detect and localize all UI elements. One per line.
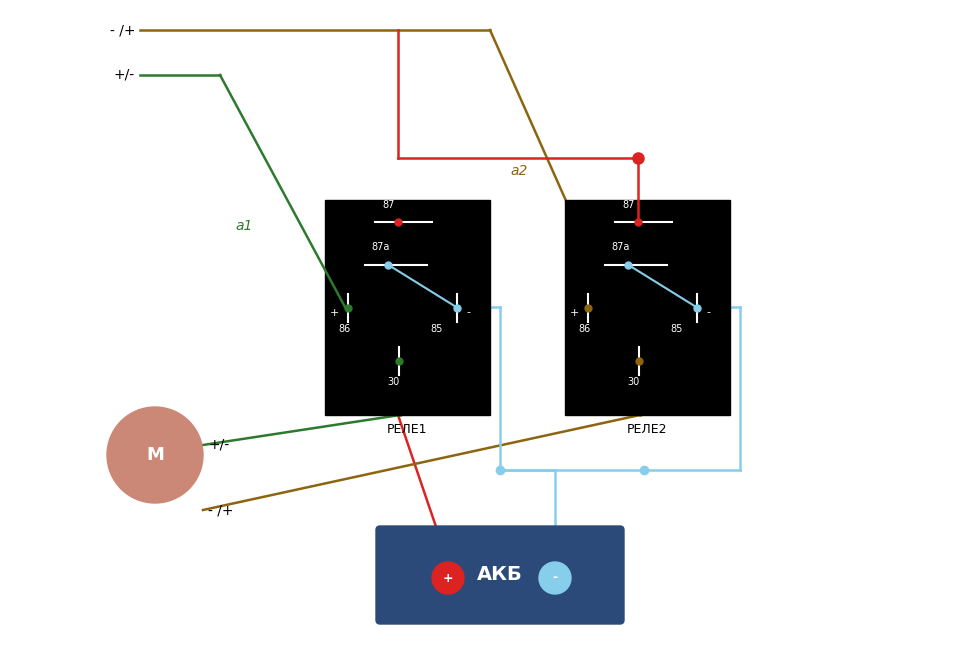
Text: -: - (467, 307, 471, 317)
Text: РЕЛЕ2: РЕЛЕ2 (627, 423, 668, 436)
Circle shape (432, 562, 464, 594)
Text: 85: 85 (431, 324, 443, 333)
Text: 30: 30 (628, 377, 640, 387)
Circle shape (107, 407, 203, 503)
Bar (565, 200, 730, 415)
Text: - /+: - /+ (208, 503, 233, 517)
Text: 87: 87 (383, 200, 396, 209)
Text: a1: a1 (235, 219, 252, 233)
Text: -: - (552, 572, 558, 585)
Text: РЕЛЕ1: РЕЛЕ1 (387, 423, 428, 436)
Text: М: М (146, 446, 164, 464)
Text: 87: 87 (623, 200, 636, 209)
Bar (325, 200, 490, 415)
Circle shape (539, 562, 571, 594)
Text: АКБ: АКБ (477, 565, 523, 585)
Text: 85: 85 (671, 324, 683, 333)
Text: +/-: +/- (208, 438, 229, 452)
Text: +: + (443, 572, 453, 585)
Text: - /+: - /+ (109, 23, 135, 37)
Text: +: + (570, 307, 579, 317)
FancyBboxPatch shape (376, 526, 624, 624)
Text: a2: a2 (510, 164, 527, 178)
Text: -: - (707, 307, 711, 317)
Text: 87a: 87a (612, 242, 630, 253)
Text: +: + (330, 307, 339, 317)
Text: +/-: +/- (114, 68, 135, 82)
Text: 86: 86 (578, 324, 590, 333)
Text: 30: 30 (388, 377, 400, 387)
Text: 86: 86 (338, 324, 350, 333)
Text: 87a: 87a (372, 242, 390, 253)
